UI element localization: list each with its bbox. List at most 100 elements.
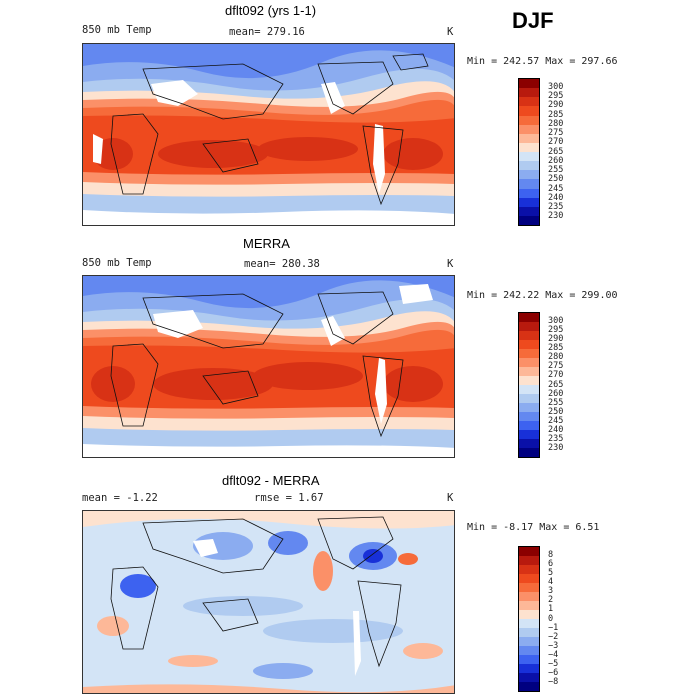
panel-1-unit-label: K bbox=[447, 26, 454, 38]
panel-3-colorbar bbox=[518, 546, 540, 692]
colorbar-swatch bbox=[519, 628, 539, 637]
panel-1-map-svg bbox=[83, 44, 454, 225]
colorbar-swatch bbox=[519, 547, 539, 556]
colorbar-tick-label: 285 bbox=[548, 109, 564, 120]
colorbar-swatch bbox=[519, 79, 539, 89]
panel-2-map-svg bbox=[83, 276, 454, 457]
colorbar-swatch bbox=[519, 673, 539, 682]
colorbar-tick-label: 2 bbox=[548, 595, 554, 606]
panel-3-title: dflt092 - MERRA bbox=[222, 473, 320, 488]
panel-2-variable-label: 850 mb Temp bbox=[82, 257, 152, 269]
colorbar-tick-label: 6 bbox=[548, 558, 554, 569]
colorbar-swatch bbox=[519, 197, 539, 207]
colorbar-swatch bbox=[519, 322, 539, 331]
colorbar-tick-label: 285 bbox=[548, 343, 564, 353]
colorbar-tick-label: 230 bbox=[548, 211, 564, 222]
colorbar-swatch bbox=[519, 682, 539, 691]
panel-1-minmax: Min = 242.57 Max = 297.66 bbox=[467, 56, 618, 67]
colorbar-tick-label: 245 bbox=[548, 416, 564, 426]
colorbar-swatch bbox=[519, 170, 539, 180]
colorbar-swatch bbox=[519, 601, 539, 610]
colorbar-tick-label: 0 bbox=[548, 613, 554, 624]
colorbar-tick-label: 255 bbox=[548, 165, 564, 175]
colorbar-swatch bbox=[519, 124, 539, 134]
colorbar-swatch bbox=[519, 646, 539, 655]
colorbar-swatch bbox=[519, 215, 539, 225]
colorbar-swatch bbox=[519, 142, 539, 152]
colorbar-swatch bbox=[519, 133, 539, 143]
colorbar-swatch bbox=[519, 421, 539, 430]
colorbar-swatch bbox=[519, 376, 539, 385]
colorbar-swatch bbox=[519, 331, 539, 340]
panel-1-mean-label: mean= 279.16 bbox=[229, 26, 305, 38]
colorbar-tick-label: 240 bbox=[548, 425, 564, 436]
colorbar-swatch bbox=[519, 161, 539, 171]
panel-2-temperature-map bbox=[82, 275, 455, 458]
colorbar-swatch bbox=[519, 179, 539, 189]
panel-2-title: MERRA bbox=[243, 236, 290, 251]
colorbar-swatch bbox=[519, 574, 539, 583]
colorbar-swatch bbox=[519, 439, 539, 448]
panel-2-unit-label: K bbox=[447, 258, 454, 270]
colorbar-swatch bbox=[519, 394, 539, 403]
panel-1-title: dflt092 (yrs 1-1) bbox=[225, 3, 317, 18]
colorbar-swatch bbox=[519, 106, 539, 116]
panel-3-difference-map bbox=[82, 510, 455, 694]
colorbar-tick-label: 260 bbox=[548, 155, 564, 166]
colorbar-tick-label: 3 bbox=[548, 586, 554, 597]
colorbar-tick-label: 295 bbox=[548, 324, 564, 335]
colorbar-tick-label: 270 bbox=[548, 370, 564, 381]
colorbar-tick-label: 300 bbox=[548, 81, 564, 92]
colorbar-tick-label: −1 bbox=[548, 622, 559, 633]
colorbar-swatch bbox=[519, 637, 539, 646]
colorbar-swatch bbox=[519, 340, 539, 349]
colorbar-swatch bbox=[519, 664, 539, 673]
colorbar-tick-label: 275 bbox=[548, 361, 564, 372]
colorbar-tick-label: 4 bbox=[548, 577, 554, 587]
colorbar-tick-label: 280 bbox=[548, 118, 564, 129]
colorbar-swatch bbox=[519, 152, 539, 162]
colorbar-swatch bbox=[519, 188, 539, 198]
colorbar-swatch bbox=[519, 88, 539, 98]
panel-2-colorbar bbox=[518, 312, 540, 458]
panel-3-minmax: Min = -8.17 Max = 6.51 bbox=[467, 522, 600, 533]
panel-1-variable-label: 850 mb Temp bbox=[82, 24, 152, 36]
colorbar-tick-label: 290 bbox=[548, 100, 564, 111]
colorbar-tick-label: 8 bbox=[548, 549, 554, 560]
colorbar-tick-label: 245 bbox=[548, 183, 564, 194]
colorbar-swatch bbox=[519, 206, 539, 216]
colorbar-swatch bbox=[519, 448, 539, 457]
panel-2-mean-label: mean= 280.38 bbox=[244, 258, 320, 270]
panel-3-rmse-label: rmse = 1.67 bbox=[254, 492, 324, 504]
colorbar-tick-label: −3 bbox=[548, 640, 559, 651]
colorbar-swatch bbox=[519, 610, 539, 619]
colorbar-tick-label: 5 bbox=[548, 567, 554, 578]
panel-1-colorbar bbox=[518, 78, 540, 226]
colorbar-tick-label: 300 bbox=[548, 315, 564, 326]
colorbar-tick-label: 235 bbox=[548, 202, 564, 212]
colorbar-tick-label: 230 bbox=[548, 443, 564, 454]
colorbar-tick-label: 290 bbox=[548, 333, 564, 344]
colorbar-tick-label: 240 bbox=[548, 192, 564, 203]
colorbar-tick-label: 250 bbox=[548, 174, 564, 185]
colorbar-tick-label: 265 bbox=[548, 379, 564, 390]
colorbar-tick-label: 235 bbox=[548, 434, 564, 445]
colorbar-swatch bbox=[519, 655, 539, 664]
colorbar-swatch bbox=[519, 349, 539, 358]
colorbar-tick-label: −5 bbox=[548, 659, 559, 670]
colorbar-swatch bbox=[519, 358, 539, 367]
colorbar-tick-label: 280 bbox=[548, 352, 564, 363]
colorbar-tick-label: 1 bbox=[548, 604, 554, 615]
panel-1-temperature-map bbox=[82, 43, 455, 226]
colorbar-swatch bbox=[519, 592, 539, 601]
colorbar-swatch bbox=[519, 385, 539, 394]
season-label: DJF bbox=[512, 8, 554, 33]
colorbar-tick-label: 275 bbox=[548, 128, 564, 138]
colorbar-swatch bbox=[519, 565, 539, 574]
colorbar-tick-label: 270 bbox=[548, 137, 564, 148]
panel-2-minmax: Min = 242.22 Max = 299.00 bbox=[467, 290, 618, 301]
colorbar-tick-label: 265 bbox=[548, 146, 564, 157]
colorbar-swatch bbox=[519, 313, 539, 322]
colorbar-swatch bbox=[519, 403, 539, 412]
colorbar-tick-label: −8 bbox=[548, 677, 559, 688]
